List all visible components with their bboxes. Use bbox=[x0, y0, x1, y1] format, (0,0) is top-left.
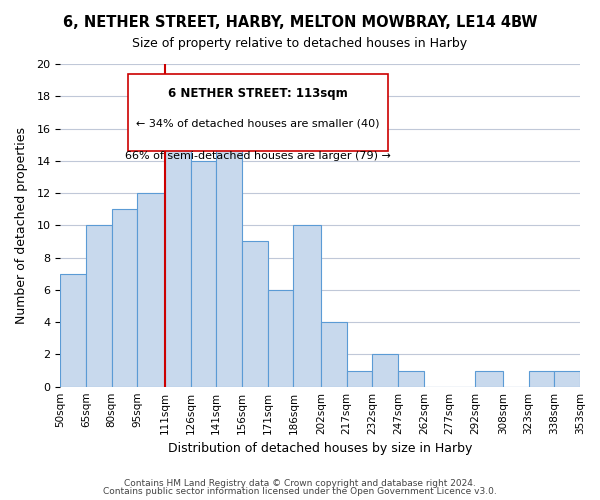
Bar bbox=[60, 274, 86, 386]
Bar bbox=[475, 370, 503, 386]
Text: Contains public sector information licensed under the Open Government Licence v3: Contains public sector information licen… bbox=[103, 487, 497, 496]
Text: Size of property relative to detached houses in Harby: Size of property relative to detached ho… bbox=[133, 38, 467, 51]
FancyBboxPatch shape bbox=[128, 74, 388, 151]
Bar bbox=[242, 242, 268, 386]
Bar bbox=[112, 209, 137, 386]
Bar bbox=[293, 226, 321, 386]
Bar bbox=[398, 370, 424, 386]
Bar bbox=[216, 144, 242, 386]
Y-axis label: Number of detached properties: Number of detached properties bbox=[15, 127, 28, 324]
X-axis label: Distribution of detached houses by size in Harby: Distribution of detached houses by size … bbox=[168, 442, 472, 455]
Text: 6, NETHER STREET, HARBY, MELTON MOWBRAY, LE14 4BW: 6, NETHER STREET, HARBY, MELTON MOWBRAY,… bbox=[63, 15, 537, 30]
Text: ← 34% of detached houses are smaller (40): ← 34% of detached houses are smaller (40… bbox=[136, 119, 379, 129]
Bar bbox=[137, 193, 165, 386]
Bar bbox=[373, 354, 398, 386]
Bar bbox=[165, 128, 191, 386]
Bar bbox=[86, 226, 112, 386]
Text: 66% of semi-detached houses are larger (79) →: 66% of semi-detached houses are larger (… bbox=[125, 151, 391, 161]
Bar bbox=[554, 370, 580, 386]
Bar bbox=[529, 370, 554, 386]
Text: 6 NETHER STREET: 113sqm: 6 NETHER STREET: 113sqm bbox=[168, 86, 347, 100]
Bar bbox=[321, 322, 347, 386]
Text: Contains HM Land Registry data © Crown copyright and database right 2024.: Contains HM Land Registry data © Crown c… bbox=[124, 478, 476, 488]
Bar bbox=[268, 290, 293, 386]
Bar bbox=[191, 161, 216, 386]
Bar bbox=[347, 370, 373, 386]
